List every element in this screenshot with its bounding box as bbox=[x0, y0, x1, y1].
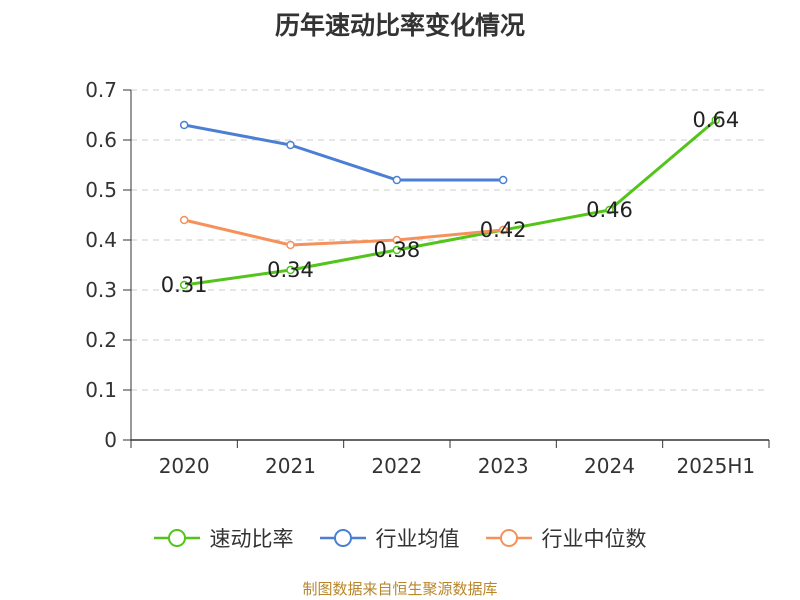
data-label: 0.42 bbox=[480, 218, 527, 242]
legend-label: 行业均值 bbox=[375, 527, 460, 551]
x-tick-label: 2025H1 bbox=[676, 454, 755, 478]
data-labels: 0.31 0.34 0.38 0.42 0.46 0.64 bbox=[161, 108, 739, 297]
x-tick-label: 2021 bbox=[265, 454, 316, 478]
legend-line-marker-icon bbox=[319, 529, 366, 547]
legend-label: 行业中位数 bbox=[541, 527, 647, 551]
data-point bbox=[392, 175, 402, 185]
x-tick-label: 2023 bbox=[478, 454, 529, 478]
y-tick-label: 0 bbox=[104, 428, 117, 452]
y-tick-label: 0.3 bbox=[85, 278, 117, 302]
data-point bbox=[179, 120, 189, 130]
y-tick-label: 0.6 bbox=[85, 128, 117, 152]
series-line bbox=[183, 118, 717, 287]
data-label: 0.38 bbox=[373, 238, 420, 262]
data-label: 0.34 bbox=[267, 258, 314, 282]
legend-item-quick-ratio[interactable]: 速动比率 bbox=[153, 523, 294, 553]
series-line bbox=[183, 218, 504, 247]
data-label: 0.64 bbox=[692, 108, 739, 132]
x-tick-label: 2022 bbox=[371, 454, 422, 478]
x-tick-label: 2020 bbox=[159, 454, 210, 478]
y-tick-label: 0.2 bbox=[85, 328, 117, 352]
data-point bbox=[286, 240, 295, 250]
chart-title: 历年速动比率变化情况 bbox=[274, 11, 525, 40]
data-point bbox=[605, 205, 614, 215]
legend-line-marker-icon bbox=[153, 529, 200, 547]
axes: 0 0.1 0.2 0.3 0.4 0.5 0.6 0.7 2020 2021 2022 2023 20… bbox=[85, 78, 770, 478]
legend-item-industry-median[interactable]: 行业中位数 bbox=[485, 523, 647, 553]
y-tick-label: 0.5 bbox=[85, 178, 117, 202]
data-point bbox=[392, 245, 402, 255]
legend: 速动比率 行业均值 行业中位数 bbox=[0, 518, 800, 558]
data-point bbox=[286, 265, 295, 275]
source-note: 制图数据来自恒生聚源数据库 bbox=[302, 580, 498, 598]
x-tick-label: 2024 bbox=[584, 454, 635, 478]
data-label: 0.46 bbox=[586, 198, 633, 222]
y-tick-label: 0.1 bbox=[85, 378, 117, 402]
data-point bbox=[179, 280, 189, 290]
data-point bbox=[392, 235, 402, 245]
y-tick-label: 0.7 bbox=[85, 78, 117, 102]
data-point bbox=[498, 225, 508, 235]
legend-item-industry-average[interactable]: 行业均值 bbox=[319, 523, 460, 553]
data-point bbox=[179, 215, 189, 225]
data-point bbox=[498, 175, 508, 185]
series-line bbox=[183, 123, 504, 182]
data-point bbox=[286, 140, 295, 150]
data-label: 0.31 bbox=[161, 273, 208, 297]
legend-line-marker-icon bbox=[485, 529, 532, 547]
data-point bbox=[711, 115, 721, 125]
legend-label: 速动比率 bbox=[209, 527, 294, 551]
series-lines bbox=[179, 115, 721, 290]
y-tick-label: 0.4 bbox=[85, 228, 117, 252]
